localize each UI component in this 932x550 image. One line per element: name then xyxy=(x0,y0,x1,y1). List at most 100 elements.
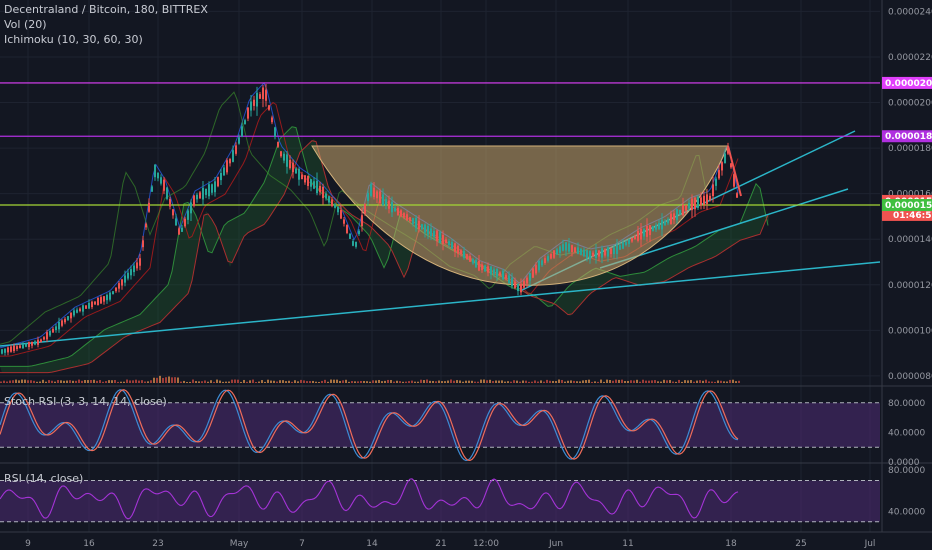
candle-body xyxy=(145,223,147,228)
candle-body xyxy=(79,308,81,312)
volume-bar xyxy=(597,381,599,383)
candle-body xyxy=(292,162,294,173)
volume-bar xyxy=(126,379,128,383)
volume-bar xyxy=(360,380,362,383)
candle-body xyxy=(535,265,537,274)
volume-bar xyxy=(54,381,56,383)
volume-bar xyxy=(42,379,44,383)
volume-bar xyxy=(606,379,608,383)
time-tick-label: 16 xyxy=(83,539,95,549)
volume-bar xyxy=(588,379,590,383)
candle-body xyxy=(58,321,60,330)
volume-bar xyxy=(144,381,146,383)
volume-bar xyxy=(714,381,716,383)
volume-bar xyxy=(504,381,506,383)
volume-bar xyxy=(582,380,584,383)
ichimoku-indicator-label[interactable]: Ichimoku (10, 30, 60, 30) xyxy=(4,33,143,46)
candle-body xyxy=(136,262,138,269)
ichimoku-kumo xyxy=(0,126,770,373)
candle-body xyxy=(706,194,708,205)
volume-bar xyxy=(96,380,98,383)
level-tag-1550: 0.00001550 xyxy=(882,199,932,212)
candle-body xyxy=(466,254,468,260)
volume-bar xyxy=(156,377,158,383)
volume-bar xyxy=(177,377,179,383)
volume-bar xyxy=(36,381,38,383)
symbol-title[interactable]: Decentraland / Bitcoin, 180, BITTREX xyxy=(4,3,208,16)
price-tick-label: 0.00001600 xyxy=(888,190,932,200)
candle-body xyxy=(376,191,378,199)
candle-body xyxy=(451,242,453,249)
candle-body xyxy=(694,197,696,210)
volume-bar xyxy=(39,381,41,383)
volume-bar xyxy=(594,381,596,383)
candle-body xyxy=(229,159,231,164)
candle-body xyxy=(670,213,672,225)
volume-bar xyxy=(249,380,251,383)
volume-bar xyxy=(261,380,263,383)
price-tick-label: 0.00001400 xyxy=(888,235,932,245)
candle-body xyxy=(463,250,465,258)
candle-body xyxy=(445,239,447,244)
candle-body xyxy=(91,301,93,308)
candle-body xyxy=(592,252,594,257)
volume-bar xyxy=(75,380,77,383)
candle-body xyxy=(505,274,507,279)
candle-body xyxy=(13,345,15,352)
volume-bar xyxy=(648,380,650,383)
volume-bar xyxy=(114,380,116,383)
volume-bar xyxy=(423,380,425,383)
candle-body xyxy=(133,265,135,273)
candle-body xyxy=(268,105,270,110)
candle-body xyxy=(280,151,282,157)
mid-trendline xyxy=(599,188,849,269)
volume-bar xyxy=(555,381,557,383)
candle-body xyxy=(517,283,519,292)
level-tag-2086: 0.00002086 xyxy=(882,76,932,89)
candle-body xyxy=(142,240,144,248)
candle-body xyxy=(673,213,675,221)
candle-body xyxy=(370,183,372,196)
volume-bar xyxy=(315,381,317,383)
volume-bar xyxy=(402,381,404,383)
volume-bar xyxy=(516,380,518,383)
candle-body xyxy=(634,236,636,240)
volume-bar xyxy=(372,380,374,383)
volume-bar xyxy=(219,380,221,383)
volume-bar xyxy=(465,380,467,383)
volume-bar xyxy=(528,381,530,383)
candle-body xyxy=(235,145,237,154)
volume-bar xyxy=(654,380,656,383)
volume-bar xyxy=(663,379,665,383)
candle-body xyxy=(277,142,279,147)
volume-indicator-label[interactable]: Vol (20) xyxy=(4,18,47,31)
volume-bar xyxy=(66,380,68,383)
volume-bars xyxy=(0,375,740,383)
volume-bar xyxy=(519,381,521,383)
volume-bar xyxy=(615,379,617,383)
candle-body xyxy=(652,226,654,232)
stoch-rsi-label[interactable]: Stoch RSI (3, 3, 14, 14, close) xyxy=(4,395,167,408)
candle-body xyxy=(151,186,153,192)
volume-bar xyxy=(561,379,563,383)
rsi-label[interactable]: RSI (14, close) xyxy=(4,472,84,485)
candle-body xyxy=(538,260,540,271)
level-tag-1550-text: 0.00001550 xyxy=(885,201,932,211)
volume-bar xyxy=(552,380,554,383)
candle-body xyxy=(61,320,63,326)
volume-bar xyxy=(375,380,377,383)
volume-bar xyxy=(264,381,266,383)
volume-bar xyxy=(333,379,335,383)
price-tick-label: 0.00001200 xyxy=(888,281,932,291)
volume-bar xyxy=(90,380,92,383)
candle-body xyxy=(226,160,228,173)
candle-body xyxy=(154,164,156,178)
volume-bar xyxy=(189,381,191,383)
candle-body xyxy=(358,230,360,235)
candle-body xyxy=(157,172,159,179)
volume-bar xyxy=(564,381,566,383)
volume-bar xyxy=(537,381,539,383)
candle-body xyxy=(385,199,387,206)
volume-bar xyxy=(459,380,461,383)
